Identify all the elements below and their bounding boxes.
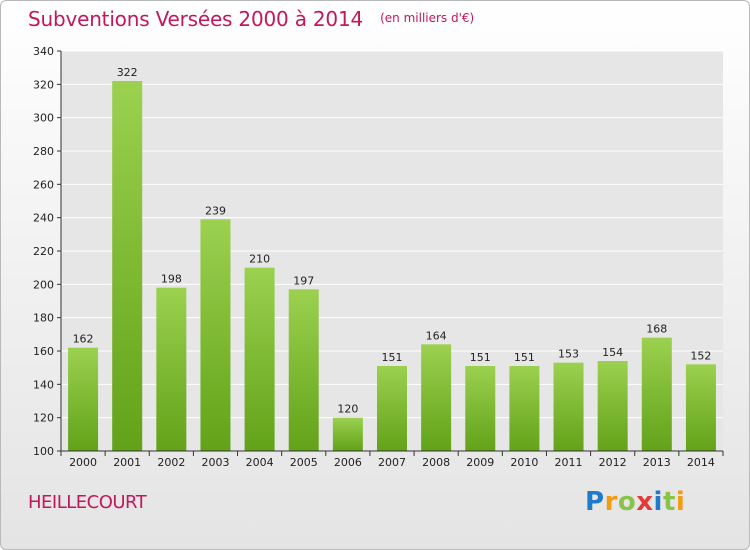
logo-letter: i: [675, 487, 686, 517]
y-tick-label: 140: [33, 378, 54, 391]
y-tick-label: 280: [33, 145, 54, 158]
logo-letter: x: [636, 487, 654, 517]
value-label-2002: 198: [161, 273, 182, 286]
y-tick-label: 120: [33, 412, 54, 425]
x-tick-label-2003: 2003: [201, 456, 229, 469]
bar-2000: [68, 347, 99, 451]
bar-2005: [288, 289, 319, 451]
x-tick-label-2011: 2011: [555, 456, 583, 469]
bar-2001: [112, 81, 143, 451]
value-label-2009: 151: [470, 351, 491, 364]
value-label-2010: 151: [514, 351, 535, 364]
value-label-2004: 210: [249, 253, 270, 266]
y-tick-label: 260: [33, 178, 54, 191]
value-label-2013: 168: [646, 323, 667, 336]
y-tick-label: 220: [33, 245, 54, 258]
bar-2013: [641, 337, 672, 451]
value-label-2003: 239: [205, 204, 226, 217]
logo-letter: P: [585, 487, 605, 517]
x-tick-label-2008: 2008: [422, 456, 450, 469]
y-tick-label: 240: [33, 212, 54, 225]
x-tick-label-2014: 2014: [687, 456, 715, 469]
chart-subtitle: (en milliers d'€): [380, 11, 475, 25]
bar-2006: [332, 417, 363, 451]
x-tick-label-2010: 2010: [510, 456, 538, 469]
grid-lines: [61, 50, 723, 419]
title-row: Subventions Versées 2000 à 2014 (en mill…: [28, 7, 474, 31]
logo-letter: i: [653, 487, 663, 517]
value-label-2000: 162: [73, 333, 94, 346]
bar-2002: [156, 287, 187, 451]
y-tick-label: 200: [33, 278, 54, 291]
x-tick-label-2009: 2009: [466, 456, 494, 469]
proxiti-logo[interactable]: Proxiti: [585, 487, 685, 517]
value-label-2007: 151: [382, 351, 403, 364]
x-tick-label-2002: 2002: [157, 456, 185, 469]
value-labels: 162 322 198 239 210 197 120 151 164 151 151 153 154 1…: [73, 66, 712, 416]
bar-2004: [244, 267, 275, 451]
value-label-2001: 322: [117, 66, 138, 79]
x-tick-label-2001: 2001: [113, 456, 141, 469]
x-tick-label-2004: 2004: [246, 456, 274, 469]
bar-2011: [553, 362, 584, 451]
bar-2008: [421, 344, 452, 451]
value-label-2008: 164: [426, 329, 447, 342]
axes: [57, 50, 724, 456]
y-tick-label: 180: [33, 312, 54, 325]
bars: [68, 81, 716, 451]
chart-title: Subventions Versées 2000 à 2014: [28, 7, 364, 31]
x-tick-label-2012: 2012: [599, 456, 627, 469]
value-label-2011: 153: [558, 348, 579, 361]
logo-letter: o: [617, 487, 637, 517]
bar-2009: [465, 366, 496, 451]
y-tick-label: 100: [33, 445, 54, 458]
bar-2003: [200, 219, 231, 451]
logo-letter: r: [604, 487, 618, 517]
x-tick-label-2005: 2005: [290, 456, 318, 469]
y-tick-labels: 100 120 140 160 180 200 220 240 260 280 300 320 340: [33, 45, 54, 458]
y-tick-label: 160: [33, 345, 54, 358]
bar-2010: [509, 366, 540, 451]
y-tick-label: 300: [33, 112, 54, 125]
y-tick-label: 340: [33, 45, 54, 58]
bar-2007: [377, 366, 407, 451]
commune-name: HEILLECOURT: [28, 492, 147, 513]
value-label-2014: 152: [690, 349, 711, 362]
bar-2014: [685, 364, 716, 451]
bar-2012: [597, 361, 628, 451]
x-tick-label-2006: 2006: [334, 456, 362, 469]
y-tick-label: 320: [33, 78, 54, 91]
logo-letter: t: [662, 487, 676, 517]
value-label-2012: 154: [602, 346, 623, 359]
value-label-2005: 197: [293, 274, 314, 287]
x-tick-label-2013: 2013: [643, 456, 671, 469]
x-tick-label-2000: 2000: [69, 456, 97, 469]
x-tick-labels: 2000 2001 2002 2003 2004 2005 2006 2007 2008 2009…: [69, 456, 715, 469]
value-label-2006: 120: [337, 403, 358, 416]
x-tick-label-2007: 2007: [378, 456, 406, 469]
